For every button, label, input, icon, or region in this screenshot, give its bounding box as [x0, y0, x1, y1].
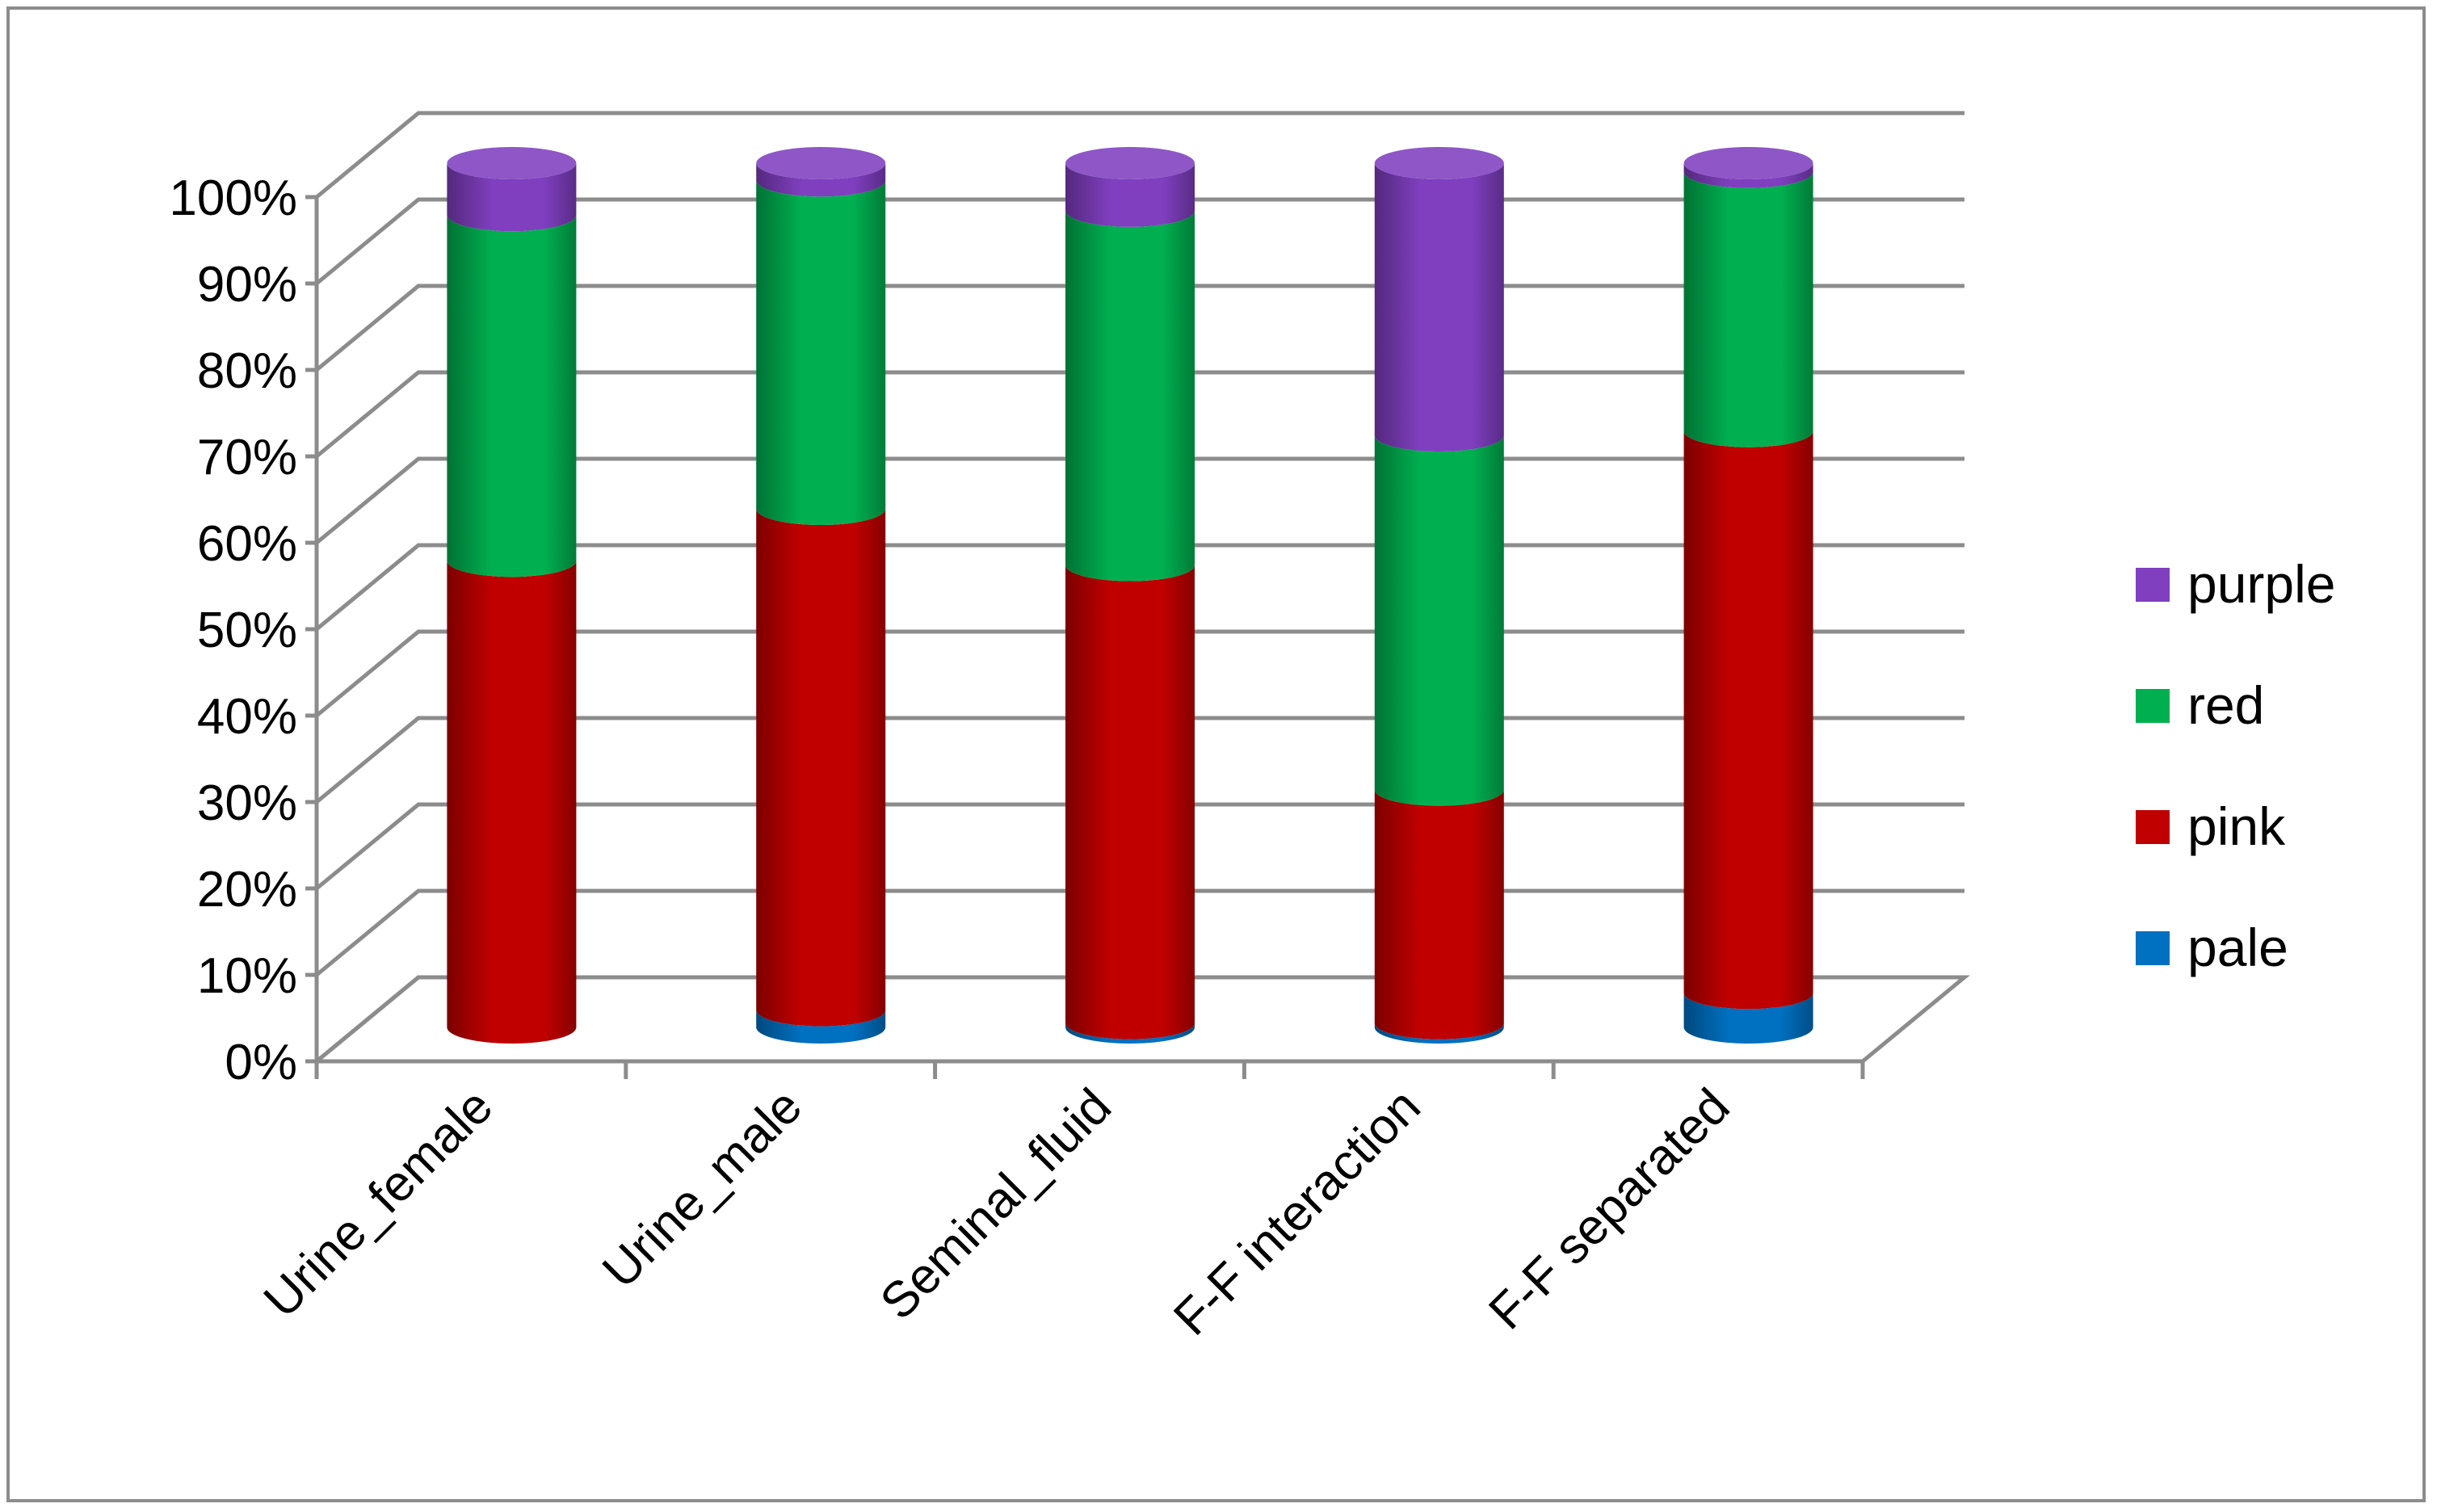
category-label: Urine_female	[254, 1078, 504, 1329]
y-tick-label: 0%	[225, 1035, 297, 1090]
legend-label-pink: pink	[2187, 796, 2286, 856]
legend-swatch-purple	[2136, 568, 2170, 602]
bar-segment-purple	[1065, 163, 1195, 227]
y-axis-ticks: 0% 10% 20% 30% 40% 50% 60% 70% 80% 90% 100%	[169, 170, 317, 1090]
y-tick-label: 80%	[197, 343, 297, 399]
y-tick-label: 70%	[197, 430, 297, 485]
bar-segment-pale	[1065, 1023, 1195, 1044]
bar-segment-red	[1374, 435, 1504, 806]
bar-top-cap	[756, 147, 886, 179]
bar-top-cap	[1374, 147, 1504, 179]
bar-top-cap	[447, 147, 577, 179]
y-tick-label: 30%	[197, 775, 297, 831]
bars	[447, 147, 1813, 1044]
bar-segment-purple	[756, 163, 886, 197]
bar-top-cap	[1065, 147, 1195, 179]
y-tick-label: 40%	[197, 689, 297, 745]
legend-swatch-red	[2136, 689, 2170, 723]
y-tick-label: 50%	[197, 603, 297, 658]
category-label: Seminal_fluid	[870, 1078, 1122, 1330]
chart-frame: 0% 10% 20% 30% 40% 50% 60% 70% 80% 90% 100% Urine_…	[6, 6, 2426, 1502]
bar-segment-pale	[1683, 993, 1813, 1044]
bar-segment-pale	[1374, 1023, 1504, 1044]
legend-label-red: red	[2187, 675, 2264, 735]
bar-segment-pink	[447, 561, 577, 1044]
bar-segment-purple	[447, 163, 577, 232]
bar-segment-pink	[1065, 565, 1195, 1040]
category-label: Urine_male	[592, 1078, 813, 1299]
y-tick-label: 20%	[197, 862, 297, 918]
bar-top-cap	[1683, 147, 1813, 179]
legend-swatch-pale	[2136, 931, 2170, 965]
legend-swatch-pink	[2136, 810, 2170, 844]
x-axis	[314, 1059, 1865, 1079]
y-tick-label: 90%	[197, 257, 297, 313]
bar-segment-red	[756, 180, 886, 525]
y-tick-label: 100%	[169, 170, 297, 226]
bar-segment-red	[1065, 210, 1195, 582]
bar-segment-pink	[756, 509, 886, 1027]
stacked-bar-chart: 0% 10% 20% 30% 40% 50% 60% 70% 80% 90% 100% Urine_…	[169, 111, 2335, 1346]
gridline	[315, 111, 1964, 199]
bar-segment-purple	[1683, 163, 1813, 188]
bar-segment-pink	[1683, 430, 1813, 1010]
legend-label-purple: purple	[2187, 554, 2335, 614]
bar-segment-pink	[1374, 789, 1504, 1040]
bar-segment-red	[447, 215, 577, 578]
bar-segment-pale	[756, 1010, 886, 1044]
y-tick-label: 10%	[197, 948, 297, 1004]
y-tick-label: 60%	[197, 516, 297, 572]
bar-segment-red	[1683, 171, 1813, 447]
legend: purple red pink pale	[2136, 554, 2335, 977]
legend-label-pale: pale	[2187, 918, 2288, 977]
category-label: F-F separated	[1478, 1078, 1740, 1340]
bar-segment-purple	[1374, 163, 1504, 452]
category-labels: Urine_female Urine_male Seminal_fluid F-F i…	[254, 1078, 1741, 1346]
category-label: F-F interaction	[1163, 1078, 1431, 1346]
